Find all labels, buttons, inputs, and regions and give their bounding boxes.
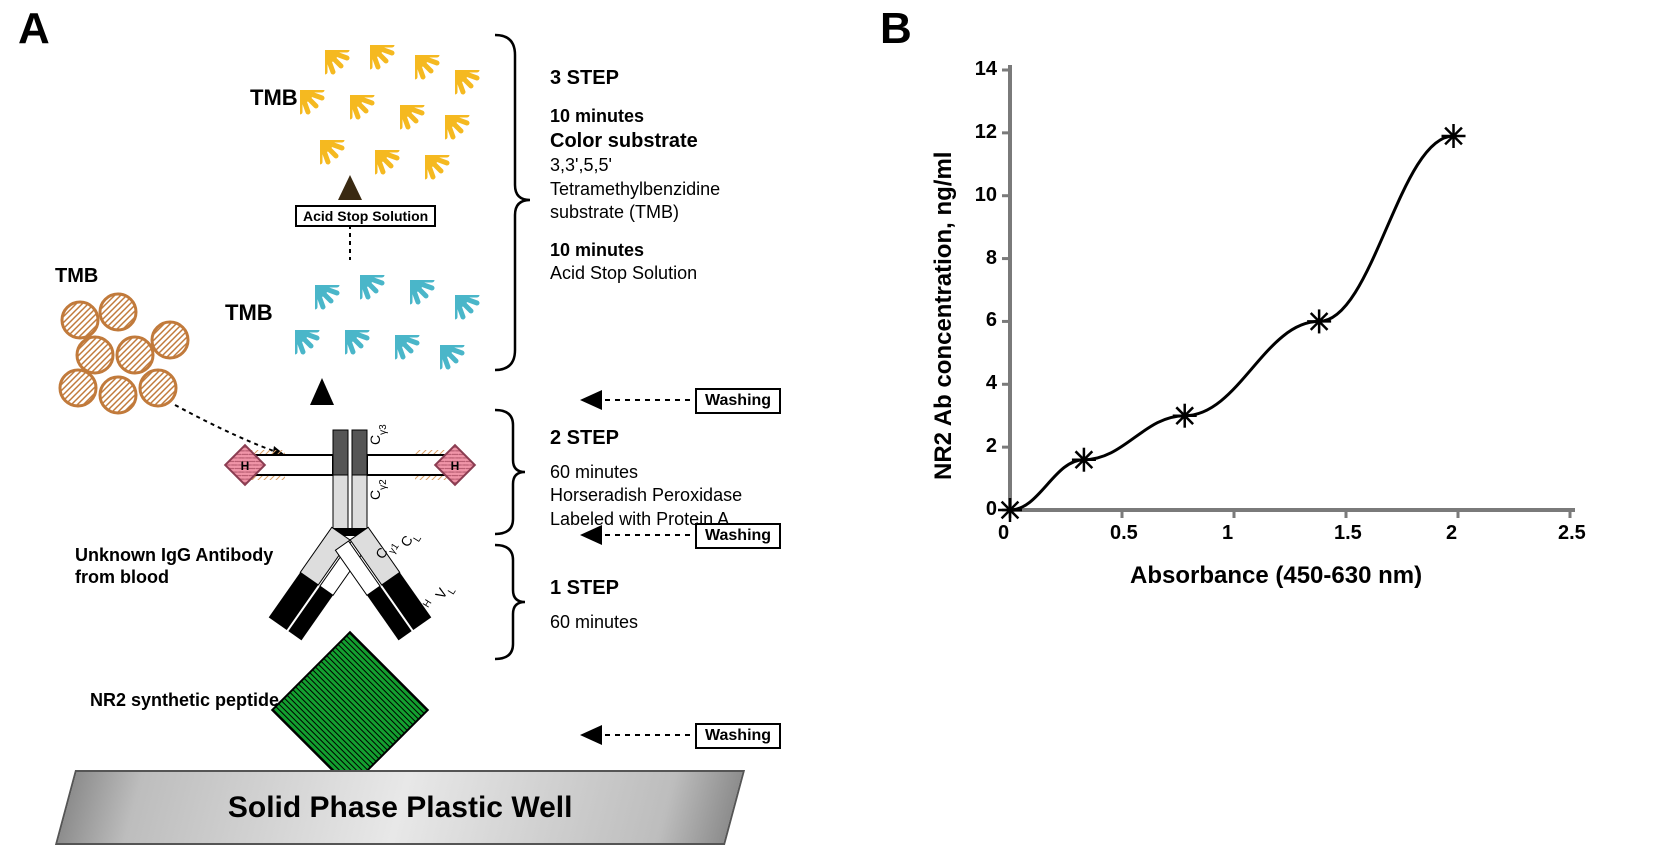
panel-b-label: B xyxy=(880,4,912,54)
panel-a-diagram: H H xyxy=(40,10,840,850)
step2-l1: 60 minutes xyxy=(550,461,810,484)
solid-phase-well: Solid Phase Plastic Well xyxy=(55,770,745,845)
y-tick: 2 xyxy=(965,435,997,458)
brace-step1 xyxy=(495,545,525,659)
y-tick: 12 xyxy=(965,121,997,144)
step1-title: 1 STEP xyxy=(550,575,800,601)
acid-stop-box: Acid Stop Solution xyxy=(295,205,436,227)
step3-l2: Color substrate xyxy=(550,128,800,154)
svg-text:Cγ3: Cγ3 xyxy=(367,424,389,445)
nr2-peptide-diamond xyxy=(272,632,428,788)
step3-l1: 10 minutes xyxy=(550,105,800,128)
panel-b-chart: NR2 Ab concentration, ng/ml Absorbance (… xyxy=(920,50,1620,650)
x-tick: 0 xyxy=(998,522,1009,545)
x-tick: 2 xyxy=(1446,522,1457,545)
antibody-label: Unknown IgG Antibody from blood xyxy=(75,545,273,588)
tmb-substrate-label: TMB xyxy=(55,265,98,288)
svg-text:CL: CL xyxy=(397,527,424,552)
antibody-schematic: H H xyxy=(225,424,475,640)
tmb-substrate-circles xyxy=(60,294,188,413)
data-marker xyxy=(1442,124,1466,148)
x-axis-label: Absorbance (450-630 nm) xyxy=(1130,562,1422,590)
x-tick: 2.5 xyxy=(1558,522,1586,545)
x-tick: 1.5 xyxy=(1334,522,1362,545)
arrow-up-acid xyxy=(338,175,362,200)
step3-l5: substrate (TMB) xyxy=(550,201,800,224)
x-tick: 1 xyxy=(1222,522,1233,545)
washing-arrow-1 xyxy=(580,390,690,410)
brace-step3 xyxy=(495,35,530,370)
data-marker xyxy=(1072,448,1096,472)
brace-step2 xyxy=(495,410,525,534)
y-axis-label: NR2 Ab concentration, ng/ml xyxy=(930,152,958,480)
tmb-blue-cluster xyxy=(273,253,477,367)
dotted-arrow-tmb xyxy=(175,405,285,455)
solid-phase-well-label: Solid Phase Plastic Well xyxy=(228,791,573,825)
step3-l7: Acid Stop Solution xyxy=(550,262,800,285)
y-tick: 10 xyxy=(965,184,997,207)
step3-l6: 10 minutes xyxy=(550,239,800,262)
arrow-up-reaction xyxy=(310,378,334,405)
y-tick: 6 xyxy=(965,309,997,332)
nr2-absorbance-chart xyxy=(920,50,1620,610)
washing-box-2: Washing xyxy=(695,523,781,549)
y-tick: 14 xyxy=(965,58,997,81)
washing-box-1: Washing xyxy=(695,388,781,414)
x-tick: 0.5 xyxy=(1110,522,1138,545)
washing-box-3: Washing xyxy=(695,723,781,749)
step3-l3: 3,3',5,5' xyxy=(550,154,800,177)
svg-text:H: H xyxy=(451,459,460,473)
washing-arrow-3 xyxy=(580,725,690,745)
svg-text:Cγ2: Cγ2 xyxy=(367,479,389,500)
tmb-blue-label: TMB xyxy=(225,300,273,326)
step3-block: 3 STEP 10 minutes Color substrate 3,3',5… xyxy=(550,65,800,285)
tmb-yellow-label: TMB xyxy=(250,85,298,111)
y-tick: 4 xyxy=(965,372,997,395)
step3-l4: Tetramethylbenzidine xyxy=(550,178,800,201)
data-marker xyxy=(998,498,1022,522)
data-marker xyxy=(1173,404,1197,428)
y-tick: 0 xyxy=(965,498,997,521)
y-tick: 8 xyxy=(965,247,997,270)
step3-title: 3 STEP xyxy=(550,65,800,91)
data-marker xyxy=(1307,309,1331,333)
step1-l1: 60 minutes xyxy=(550,611,800,634)
step1-block: 1 STEP 60 minutes xyxy=(550,575,800,634)
step2-l2: Horseradish Peroxidase xyxy=(550,484,810,507)
nr2-peptide-label: NR2 synthetic peptide xyxy=(90,690,279,711)
svg-text:VL: VL xyxy=(432,580,458,604)
step2-title: 2 STEP xyxy=(550,425,810,451)
svg-text:H: H xyxy=(241,459,250,473)
tmb-yellow-cluster xyxy=(278,23,477,177)
step2-block: 2 STEP 60 minutes Horseradish Peroxidase… xyxy=(550,425,810,531)
